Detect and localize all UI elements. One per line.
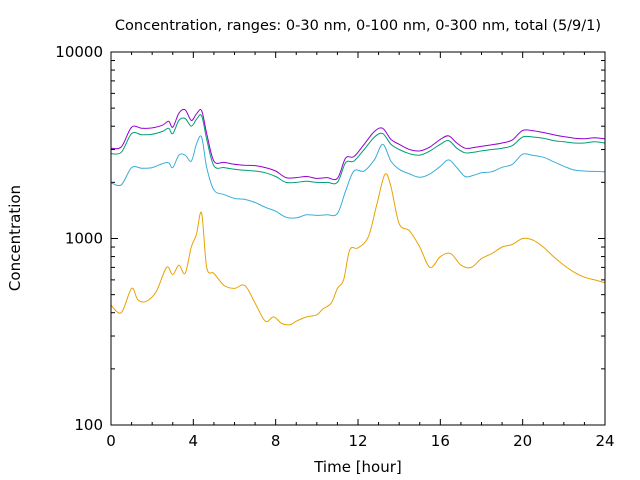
- x-tick-label: 4: [189, 432, 199, 450]
- y-tick-label: 10000: [55, 43, 103, 61]
- axis-ticks: [110, 51, 606, 426]
- y-tick-label: 1000: [65, 230, 103, 248]
- x-tick-label: 12: [348, 432, 367, 450]
- x-tick-label: 0: [106, 432, 116, 450]
- x-tick-label: 20: [513, 432, 532, 450]
- y-tick-label: 100: [74, 416, 103, 434]
- series-line-2: [110, 135, 606, 219]
- x-tick-label: 8: [271, 432, 281, 450]
- chart-title: Concentration, ranges: 0-30 nm, 0-100 nm…: [115, 18, 601, 34]
- plot-frame: [110, 51, 606, 426]
- x-tick-label: 24: [595, 432, 614, 450]
- series-line-3: [110, 114, 606, 185]
- x-tick-label: 16: [431, 432, 450, 450]
- series-line-1: [110, 173, 606, 326]
- series-layer: [110, 108, 606, 326]
- series-line-4: [110, 108, 606, 181]
- x-axis-label: Time [hour]: [313, 458, 402, 476]
- y-axis-label: Concentration: [6, 185, 24, 291]
- tick-labels: 0 4 8 12 16 20 24 100 1000 10000: [55, 43, 614, 450]
